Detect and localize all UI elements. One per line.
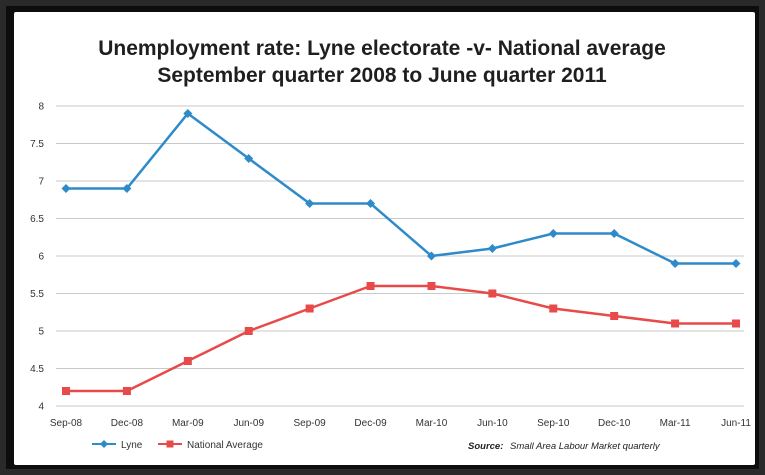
point-lyne — [609, 229, 619, 238]
x-tick-label: Dec-09 — [354, 418, 387, 429]
chart-panel — [14, 12, 755, 465]
point-lyne — [487, 244, 497, 253]
x-tick-label: Mar-10 — [416, 418, 448, 429]
point-lyne — [366, 199, 376, 208]
point-lyne — [731, 259, 741, 268]
series-lines — [66, 112, 736, 393]
legend-item-national-average: National Average — [158, 440, 263, 451]
point-national-average — [549, 304, 558, 313]
legend-marker-lyne — [100, 440, 108, 448]
legend: Lyne National Average — [92, 440, 263, 451]
gridlines — [56, 105, 744, 407]
point-national-average — [305, 304, 314, 313]
point-lyne — [244, 154, 254, 163]
y-tick-label: 5.5 — [30, 289, 44, 300]
x-tick-label: Dec-08 — [111, 418, 144, 429]
y-tick-label: 6 — [38, 252, 44, 263]
point-lyne — [61, 184, 71, 193]
legend-item-lyne: Lyne — [92, 440, 143, 451]
y-tick-label: 7.5 — [30, 139, 44, 150]
point-national-average — [671, 319, 680, 328]
legend-marker-national-average — [166, 440, 174, 448]
point-national-average — [610, 312, 619, 320]
y-tick-label: 8 — [38, 102, 44, 113]
point-national-average — [366, 282, 375, 290]
point-lyne — [548, 229, 558, 238]
x-tick-label: Mar-11 — [660, 418, 691, 429]
legend-label-national-average: National Average — [187, 440, 263, 451]
point-national-average — [62, 387, 70, 395]
point-national-average — [427, 282, 436, 290]
source-note: Source: Small Area Labour Market quarter… — [468, 441, 661, 452]
point-national-average — [488, 289, 497, 298]
x-tick-label: Sep-09 — [294, 418, 327, 429]
point-lyne — [305, 199, 315, 208]
point-national-average — [732, 319, 740, 328]
chart-title-line-1: Unemployment rate: Lyne electorate -v- N… — [98, 37, 666, 60]
y-tick-label: 4.5 — [30, 364, 44, 375]
point-national-average — [183, 357, 192, 365]
x-tick-label: Jun-10 — [477, 418, 508, 429]
series-line-national-average — [66, 284, 736, 393]
x-tick-label: Jun-09 — [233, 418, 264, 429]
point-lyne — [426, 251, 436, 261]
x-axis-ticks: Sep-08 Dec-08 Mar-09 Jun-09 Sep-09 Dec-09 Mar-… — [50, 418, 751, 429]
source-text: Small Area Labour Market quarterly — [510, 441, 661, 452]
x-tick-label: Jun-11 — [721, 418, 751, 429]
point-lyne — [183, 109, 193, 118]
y-tick-label: 4 — [38, 402, 44, 413]
point-lyne — [122, 184, 132, 193]
series-markers — [61, 109, 741, 395]
point-lyne — [670, 259, 680, 268]
y-tick-label: 6.5 — [30, 214, 44, 225]
x-tick-label: Sep-10 — [537, 418, 570, 429]
chart-title-line-2: September quarter 2008 to June quarter 2… — [157, 64, 607, 87]
source-label: Source: — [468, 441, 503, 452]
point-national-average — [122, 387, 131, 395]
series-line-lyne — [66, 112, 736, 265]
point-national-average — [244, 327, 253, 335]
x-tick-label: Mar-09 — [172, 418, 204, 429]
legend-label-lyne: Lyne — [121, 440, 143, 451]
y-tick-label: 7 — [38, 177, 44, 188]
x-tick-label: Sep-08 — [50, 418, 83, 429]
y-axis-ticks: 4 4.5 5 5.5 6 6.5 7 7.5 8 — [30, 102, 44, 413]
y-tick-label: 5 — [38, 327, 44, 338]
x-tick-label: Dec-10 — [598, 418, 631, 429]
